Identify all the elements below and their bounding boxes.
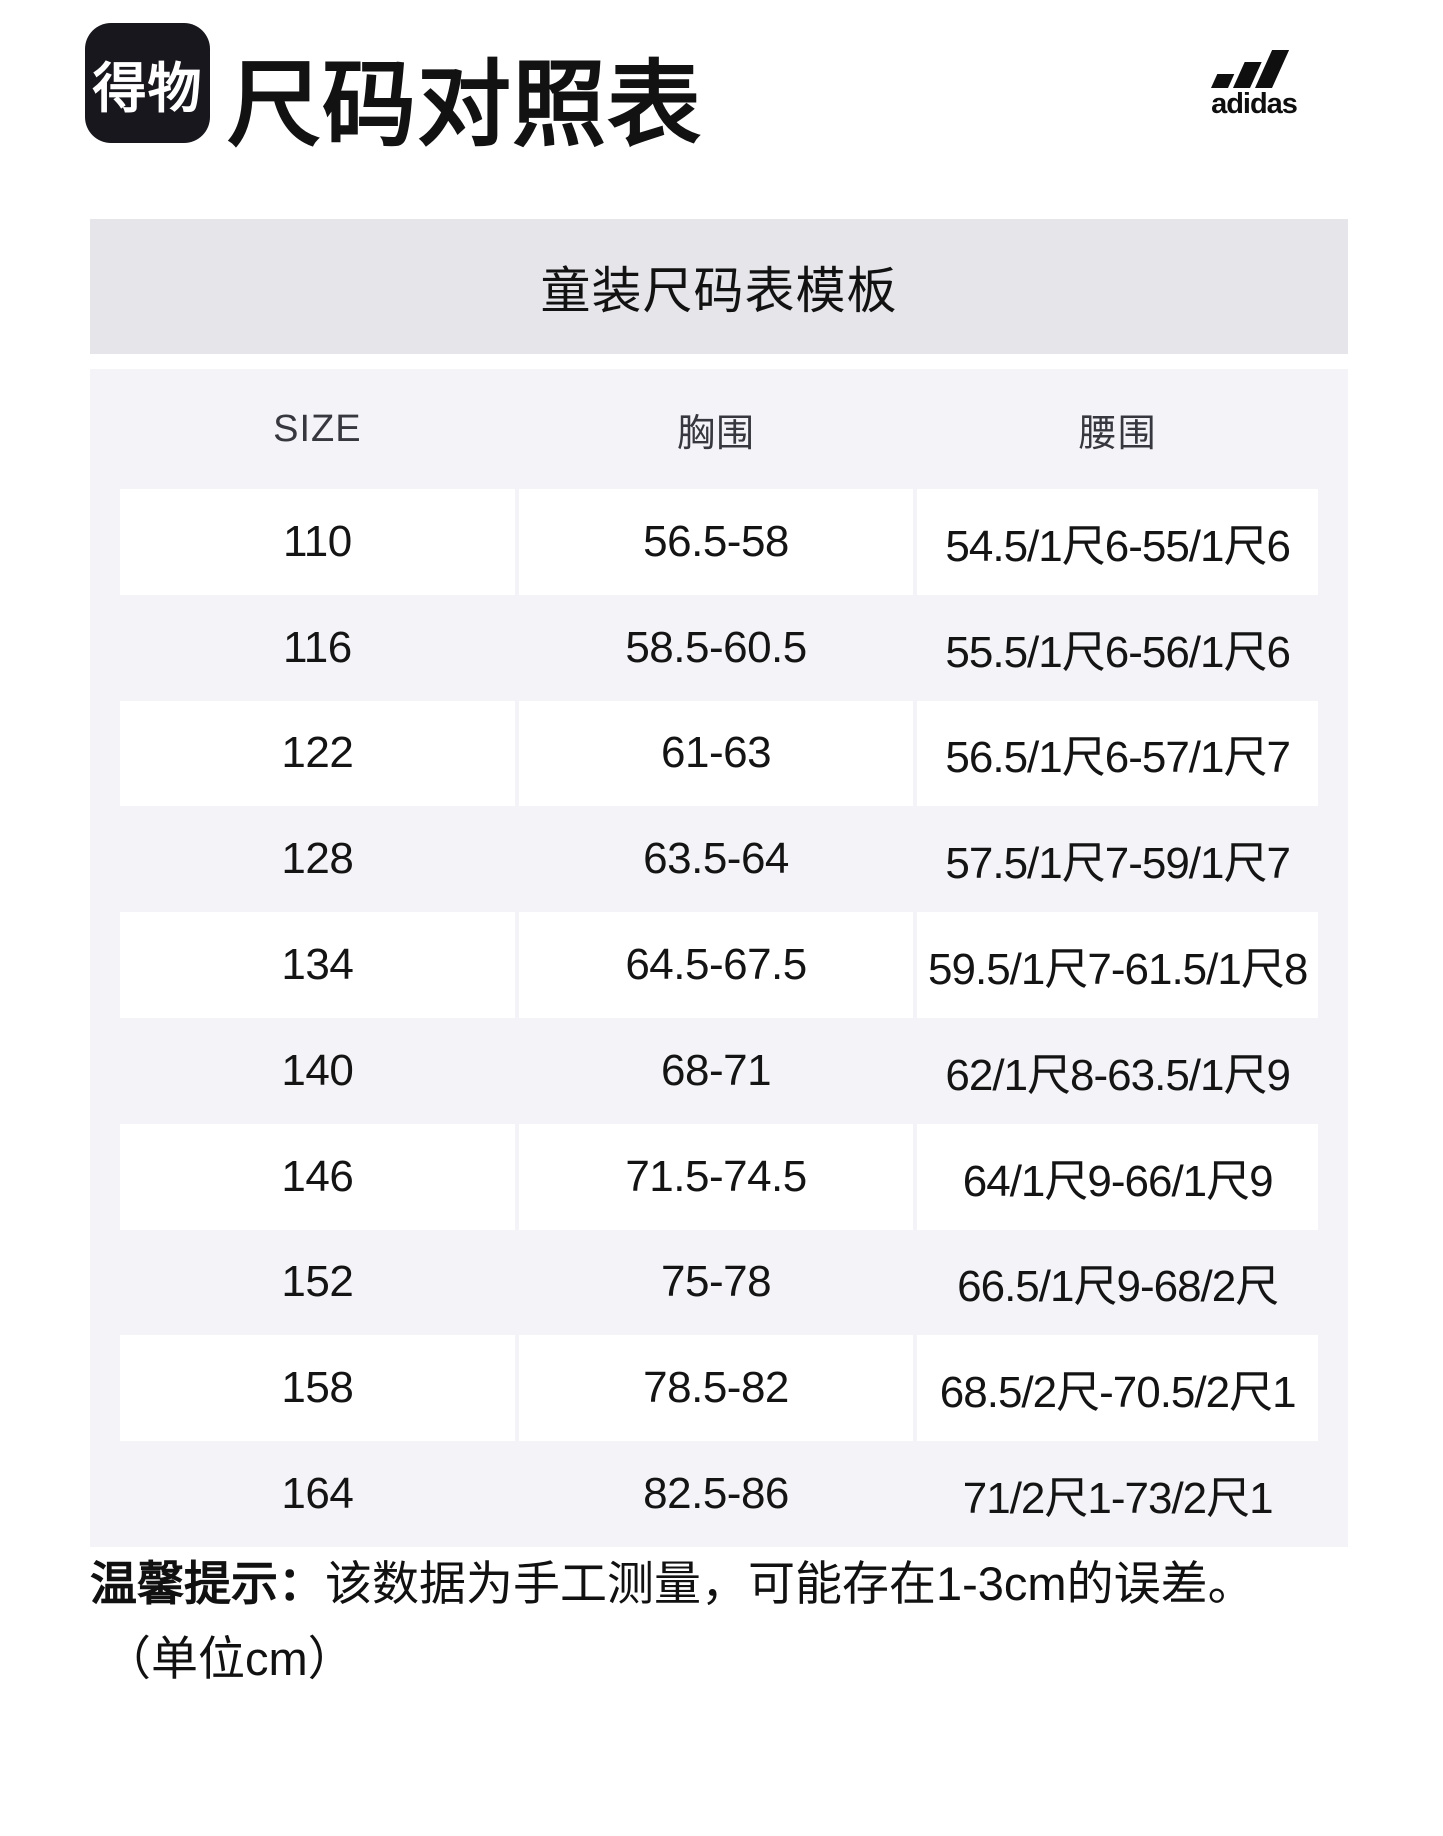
- page-title: 尺码对照表: [227, 52, 703, 157]
- table-row: 152 75-78 66.5/1尺9-68/2尺: [90, 1230, 1348, 1336]
- adidas-stripes-icon: [1211, 50, 1290, 88]
- size-cell: 134: [120, 912, 515, 1018]
- size-cell: 128: [281, 834, 354, 884]
- table-row: 116 58.5-60.5 55.5/1尺6-56/1尺6: [90, 595, 1348, 701]
- adidas-wordmark: adidas: [1211, 88, 1297, 120]
- table-row: 128 63.5-64 57.5/1尺7-59/1尺7: [90, 806, 1348, 912]
- waist-cell: 68.5/2尺-70.5/2尺1: [917, 1335, 1318, 1442]
- size-cell: 122: [120, 700, 515, 807]
- size-cell: 146: [120, 1123, 515, 1230]
- chest-cell: 63.5-64: [643, 834, 789, 884]
- notice-unit: （单位cm）: [104, 1632, 355, 1685]
- size-table: SIZE 胸围 腰围 110 56.5-58 54.5/1尺6-55/1尺6 1…: [90, 369, 1348, 1547]
- column-header-chest: 胸围: [677, 412, 756, 455]
- table-row: 110 56.5-58 54.5/1尺6-55/1尺6: [90, 489, 1348, 595]
- waist-cell: 62/1尺8-63.5/1尺9: [945, 1050, 1291, 1100]
- size-cell: 164: [281, 1469, 354, 1519]
- size-cell: 158: [120, 1335, 515, 1442]
- chest-cell: 64.5-67.5: [518, 912, 914, 1018]
- table-row: 164 82.5-86 71/2尺1-73/2尺1: [90, 1441, 1348, 1547]
- banner-title: 童装尺码表模板: [540, 262, 898, 319]
- column-header-waist: 腰围: [1078, 412, 1157, 455]
- chest-cell: 75-78: [661, 1257, 772, 1307]
- waist-cell: 55.5/1尺6-56/1尺6: [945, 627, 1291, 677]
- notice-label: 温馨提示：: [90, 1557, 325, 1610]
- waist-cell: 71/2尺1-73/2尺1: [962, 1474, 1274, 1524]
- table-header-row: SIZE 胸围 腰围: [90, 369, 1348, 489]
- chest-cell: 78.5-82: [518, 1335, 914, 1442]
- chest-cell: 71.5-74.5: [518, 1123, 914, 1230]
- waist-cell: 64/1尺9-66/1尺9: [917, 1123, 1318, 1230]
- size-cell: 152: [281, 1257, 354, 1307]
- size-cell: 140: [281, 1045, 354, 1095]
- size-cell: 110: [120, 489, 515, 595]
- size-cell: 116: [283, 622, 352, 672]
- table-row: 140 68-71 62/1尺8-63.5/1尺9: [90, 1018, 1348, 1124]
- chest-cell: 56.5-58: [518, 489, 914, 595]
- table-body: 110 56.5-58 54.5/1尺6-55/1尺6 116 58.5-60.…: [90, 489, 1348, 1547]
- chest-cell: 68-71: [661, 1045, 772, 1095]
- table-row: 146 71.5-74.5 64/1尺9-66/1尺9: [90, 1123, 1348, 1230]
- chest-cell: 61-63: [518, 700, 914, 807]
- adidas-logo: adidas: [1211, 50, 1298, 120]
- waist-cell: 59.5/1尺7-61.5/1尺8: [917, 912, 1318, 1018]
- column-header-size: SIZE: [273, 407, 362, 450]
- notice-text: 该数据为手工测量，可能存在1-3cm的误差。: [325, 1557, 1255, 1610]
- table-banner: 童装尺码表模板: [90, 219, 1348, 354]
- notice-line: 温馨提示：该数据为手工测量，可能存在1-3cm的误差。: [90, 1553, 1255, 1614]
- dewu-logo-text: 得物: [92, 58, 203, 119]
- table-row: 158 78.5-82 68.5/2尺-70.5/2尺1: [90, 1335, 1348, 1442]
- table-row: 122 61-63 56.5/1尺6-57/1尺7: [90, 700, 1348, 807]
- chest-cell: 82.5-86: [643, 1469, 789, 1519]
- waist-cell: 54.5/1尺6-55/1尺6: [917, 489, 1318, 595]
- waist-cell: 56.5/1尺6-57/1尺7: [917, 700, 1318, 807]
- dewu-app-logo: 得物: [85, 23, 210, 143]
- waist-cell: 66.5/1尺9-68/2尺: [957, 1262, 1279, 1312]
- chest-cell: 58.5-60.5: [625, 622, 807, 672]
- table-row: 134 64.5-67.5 59.5/1尺7-61.5/1尺8: [90, 912, 1348, 1018]
- waist-cell: 57.5/1尺7-59/1尺7: [945, 839, 1291, 889]
